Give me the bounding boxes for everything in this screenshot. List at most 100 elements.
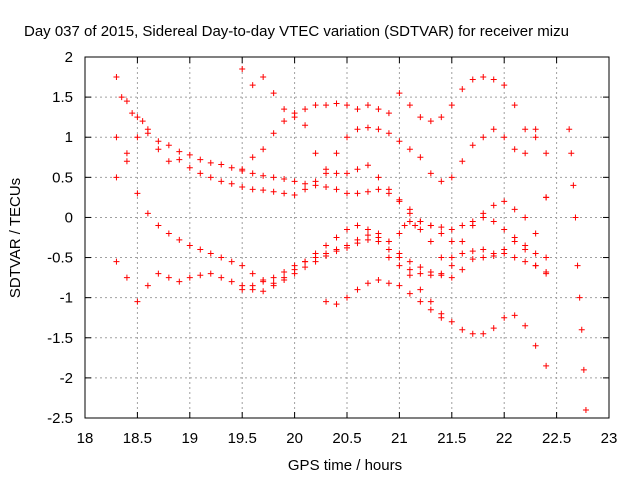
data-point <box>375 174 382 181</box>
y-tick-label: 0.5 <box>52 169 73 186</box>
data-point <box>312 102 319 109</box>
data-point <box>364 280 371 287</box>
x-tick-label: 21.5 <box>437 430 466 447</box>
data-point <box>113 258 120 265</box>
data-point <box>427 272 434 279</box>
data-point <box>176 278 183 285</box>
data-point <box>385 238 392 245</box>
data-point <box>501 82 508 89</box>
data-point <box>197 170 204 177</box>
data-point <box>532 230 539 237</box>
data-point <box>406 258 413 265</box>
data-point <box>511 206 518 213</box>
data-point <box>490 325 497 332</box>
data-point <box>155 138 162 145</box>
data-point <box>501 198 508 205</box>
data-point <box>155 222 162 229</box>
data-point <box>207 250 214 257</box>
data-point <box>459 326 466 333</box>
data-point <box>375 106 382 113</box>
data-point <box>448 238 455 245</box>
data-point <box>501 314 508 321</box>
data-point <box>448 174 455 181</box>
data-point <box>270 130 277 137</box>
series-track-j <box>566 126 589 413</box>
data-point <box>344 226 350 233</box>
data-point <box>218 178 225 185</box>
data-point <box>291 114 298 121</box>
data-point <box>260 187 267 194</box>
data-point <box>427 298 434 305</box>
data-point <box>207 159 214 166</box>
data-point <box>459 158 466 165</box>
data-point <box>354 222 361 229</box>
data-point <box>480 246 487 253</box>
data-point <box>417 226 424 233</box>
x-tick-label: 22 <box>496 430 513 447</box>
data-point <box>113 174 120 181</box>
data-point <box>281 106 288 113</box>
data-point <box>333 170 340 177</box>
data-point <box>427 170 434 177</box>
data-point <box>270 188 277 195</box>
data-point <box>406 272 413 279</box>
data-point <box>480 134 487 141</box>
data-point <box>239 262 246 269</box>
series-track-g <box>239 230 550 369</box>
data-point <box>570 182 577 189</box>
data-point <box>448 102 455 109</box>
data-point <box>417 264 424 271</box>
data-point <box>438 314 445 321</box>
series-track-c <box>113 134 550 287</box>
data-point <box>186 151 193 158</box>
data-point <box>218 161 225 168</box>
data-point <box>490 76 497 83</box>
data-point <box>469 76 476 83</box>
data-point <box>186 274 193 281</box>
data-point <box>249 270 256 277</box>
data-point <box>344 170 350 177</box>
data-point <box>417 298 424 305</box>
data-point <box>459 238 466 245</box>
data-point <box>333 246 340 253</box>
data-point <box>333 150 340 157</box>
data-point <box>469 256 476 263</box>
data-point <box>302 180 309 187</box>
y-tick-label: -1.5 <box>47 330 73 347</box>
data-point <box>165 158 172 165</box>
data-point <box>134 134 141 141</box>
data-point <box>417 218 424 225</box>
data-point <box>270 282 277 289</box>
data-point <box>281 268 288 275</box>
data-point <box>312 254 319 261</box>
data-point <box>197 156 204 163</box>
series-track-h <box>323 277 445 321</box>
data-point <box>522 322 529 329</box>
data-point <box>522 214 529 221</box>
data-point <box>568 150 575 157</box>
data-point <box>396 138 403 145</box>
data-point <box>354 236 361 243</box>
data-point <box>427 118 434 125</box>
data-point <box>155 146 162 153</box>
series-track-i <box>385 218 455 253</box>
data-point <box>260 74 267 81</box>
data-point <box>543 268 550 275</box>
y-tick-label: -0.5 <box>47 250 73 267</box>
data-point <box>375 186 382 193</box>
data-point <box>532 342 539 349</box>
data-point <box>354 106 361 113</box>
data-point <box>511 312 518 319</box>
data-point <box>333 186 340 193</box>
data-point <box>448 226 455 233</box>
data-point <box>139 118 146 125</box>
data-point <box>228 278 235 285</box>
x-tick-label: 18.5 <box>123 430 152 447</box>
data-point <box>207 270 214 277</box>
y-tick-label: -1 <box>60 290 73 307</box>
data-point <box>385 246 392 253</box>
data-point <box>323 102 330 109</box>
data-point <box>270 274 277 281</box>
x-tick-label: 20 <box>286 430 303 447</box>
